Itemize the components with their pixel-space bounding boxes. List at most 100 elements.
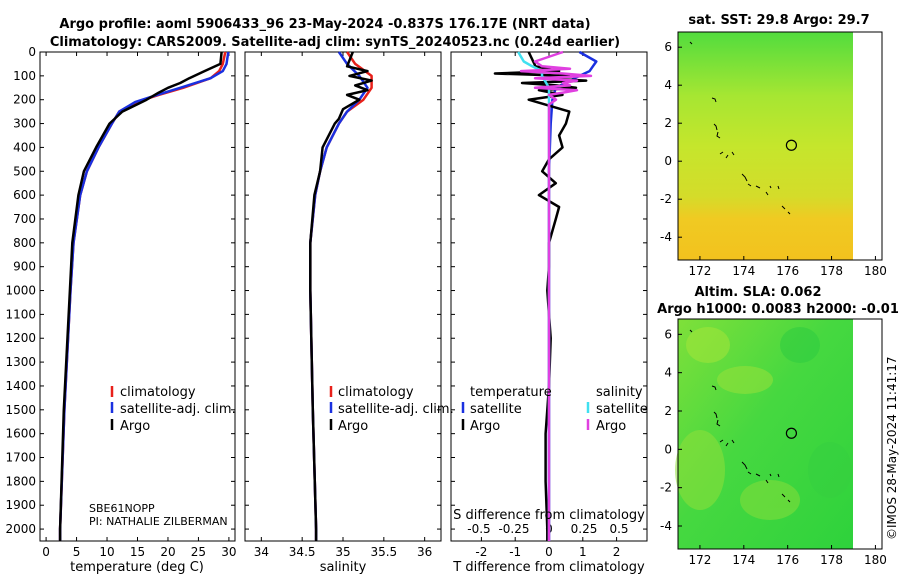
s-diff-tick-label: -0.5 <box>467 522 490 536</box>
pi-label: PI: NATHALIE ZILBERMAN <box>89 515 228 528</box>
sst-argo-position-marker <box>785 139 798 151</box>
series-line-s-argo <box>519 50 593 541</box>
sst-map-axes: 172 174 176 178 180 -4 -2 0 2 4 6 <box>660 40 887 278</box>
map-y-tick-label: -2 <box>660 192 672 206</box>
legend-temperature-title: temperature <box>470 385 552 400</box>
x-tick-label: 34 <box>254 545 269 559</box>
map-y-tick-label: 4 <box>664 78 672 92</box>
depth-tick-label: 0 <box>28 45 36 59</box>
depth-tick-label: 1000 <box>5 284 36 298</box>
depth-tick-label: 300 <box>13 117 36 131</box>
map-y-tick-label: 2 <box>664 116 672 130</box>
sla-map-frame <box>677 318 883 550</box>
depth-tick-label: 800 <box>13 236 36 250</box>
sla-argo-position-marker <box>785 427 798 439</box>
map-x-tick-label: 180 <box>864 553 887 567</box>
depth-tick-label: 2000 <box>5 522 36 536</box>
difference-lines <box>493 50 598 541</box>
x-tick-label: 25 <box>191 545 206 559</box>
legend-satellite-label: satellite-adj. clim. <box>338 402 454 417</box>
sla-map-axes: 172 174 176 178 180 -4 -2 0 2 4 6 <box>660 327 887 567</box>
sla-map-patches <box>675 327 852 520</box>
sst-map-frame <box>677 31 883 261</box>
x-tick-label: 2 <box>613 545 621 559</box>
depth-tick-label: 500 <box>13 164 36 178</box>
x-tick-label: 10 <box>99 545 114 559</box>
legend-climatology-label: climatology <box>338 385 414 400</box>
map-y-tick-label: 6 <box>664 40 672 54</box>
depth-tick-label: 1900 <box>5 498 36 512</box>
map-y-tick-label: 2 <box>664 404 672 418</box>
depth-tick-label: 1800 <box>5 474 36 488</box>
salinity-lines <box>309 51 373 541</box>
title-line2: Climatology: CARS2009. Satellite-adj cli… <box>50 35 620 50</box>
legend-satellite-label: satellite-adj. clim. <box>120 402 236 417</box>
x-tick-label: 30 <box>221 545 236 559</box>
s-diff-tick-label: 0.25 <box>571 522 598 536</box>
map-x-tick-label: 172 <box>688 264 711 278</box>
temperature-xlabel: temperature (deg C) <box>70 560 204 575</box>
sst-map-field <box>678 32 853 260</box>
x-tick-label: 0 <box>545 545 553 559</box>
x-tick-label: 34.5 <box>289 545 316 559</box>
series-line-argo <box>309 51 373 541</box>
x-tick-label: 35.5 <box>370 545 397 559</box>
legend-salinity-title: salinity <box>596 385 643 400</box>
series-line-climatology <box>58 51 227 541</box>
map-x-tick-label: 172 <box>688 553 711 567</box>
legend-s-argo-label: Argo <box>596 419 626 434</box>
sla-map-title: Altim. SLA: 0.062 <box>695 285 822 300</box>
depth-tick-label: 200 <box>13 93 36 107</box>
legend-s-satellite-label: satellite <box>596 402 648 417</box>
difference-legend: temperature salinity satellite Argo sate… <box>461 385 648 434</box>
title-line1: Argo profile: aoml 5906433_96 23-May-202… <box>59 17 590 32</box>
x-tick-label: 20 <box>160 545 175 559</box>
sla-map-islands <box>689 329 791 503</box>
series-line-satellite-adj-clim- <box>58 51 230 541</box>
map-x-tick-label: 178 <box>820 264 843 278</box>
x-tick-label: 5 <box>73 545 81 559</box>
depth-tick-label: 100 <box>13 69 36 83</box>
map-y-tick-label: 0 <box>664 154 672 168</box>
depth-tick-label: 400 <box>13 140 36 154</box>
x-tick-label: 0 <box>42 545 50 559</box>
x-tick-label: 35 <box>335 545 350 559</box>
salinity-xlabel: salinity <box>320 560 367 575</box>
legend-climatology-label: climatology <box>120 385 196 400</box>
sst-map-title: sat. SST: 29.8 Argo: 29.7 <box>688 13 869 28</box>
depth-tick-label: 1200 <box>5 331 36 345</box>
map-x-tick-label: 174 <box>732 553 755 567</box>
series-line-t-satellite <box>547 50 598 541</box>
map-x-tick-label: 178 <box>820 553 843 567</box>
series-line-t-argo <box>493 51 588 541</box>
map-y-tick-label: -2 <box>660 481 672 495</box>
x-tick-label: 1 <box>579 545 587 559</box>
s-diff-tick-label: -0.25 <box>498 522 529 536</box>
difference-xlabel-top: S difference from climatology <box>453 508 645 523</box>
map-x-tick-label: 176 <box>776 264 799 278</box>
series-line-satellite-adj-clim- <box>309 51 369 541</box>
temperature-lines <box>58 51 230 541</box>
s-diff-tick-label: 0.5 <box>609 522 628 536</box>
legend-t-satellite-label: satellite <box>470 402 522 417</box>
map-x-tick-label: 180 <box>864 264 887 278</box>
x-tick-label: -2 <box>475 545 487 559</box>
legend-t-argo-label: Argo <box>470 419 500 434</box>
map-y-tick-label: 4 <box>664 366 672 380</box>
x-tick-label: 15 <box>130 545 145 559</box>
map-y-tick-label: 6 <box>664 327 672 341</box>
series-line-argo <box>58 51 223 541</box>
depth-tick-label: 1100 <box>5 307 36 321</box>
map-y-tick-label: 0 <box>664 442 672 456</box>
map-y-tick-label: -4 <box>660 519 672 533</box>
depth-tick-label: 1400 <box>5 379 36 393</box>
salinity-legend: climatology satellite-adj. clim. Argo <box>329 385 454 434</box>
map-x-tick-label: 176 <box>776 553 799 567</box>
depth-tick-label: 700 <box>13 212 36 226</box>
legend-argo-label: Argo <box>120 419 150 434</box>
series-line-climatology <box>309 51 373 541</box>
depth-tick-label: 600 <box>13 188 36 202</box>
depth-tick-label: 900 <box>13 260 36 274</box>
depth-tick-label: 1600 <box>5 427 36 441</box>
